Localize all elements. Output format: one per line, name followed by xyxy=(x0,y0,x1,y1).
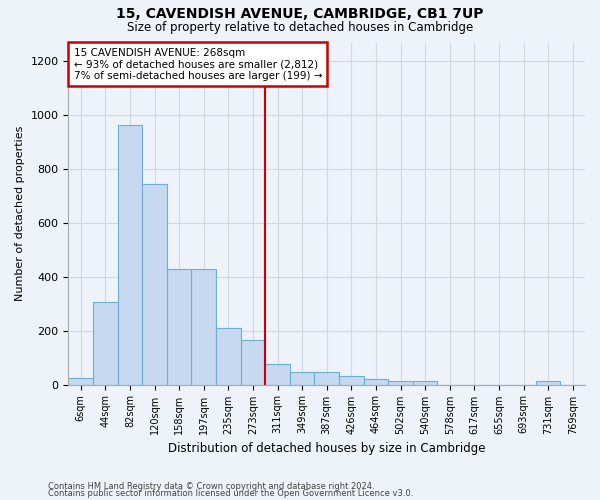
Bar xyxy=(413,382,437,384)
Bar xyxy=(536,382,560,384)
Bar xyxy=(364,379,388,384)
Bar xyxy=(241,340,265,384)
Bar xyxy=(118,124,142,384)
Bar xyxy=(339,376,364,384)
Bar xyxy=(167,269,191,384)
Bar xyxy=(265,364,290,384)
Bar xyxy=(216,328,241,384)
Bar xyxy=(290,372,314,384)
Y-axis label: Number of detached properties: Number of detached properties xyxy=(15,126,25,301)
Text: Size of property relative to detached houses in Cambridge: Size of property relative to detached ho… xyxy=(127,21,473,34)
Text: 15 CAVENDISH AVENUE: 268sqm
← 93% of detached houses are smaller (2,812)
7% of s: 15 CAVENDISH AVENUE: 268sqm ← 93% of det… xyxy=(74,48,322,81)
Text: 15, CAVENDISH AVENUE, CAMBRIDGE, CB1 7UP: 15, CAVENDISH AVENUE, CAMBRIDGE, CB1 7UP xyxy=(116,8,484,22)
Text: Contains HM Land Registry data © Crown copyright and database right 2024.: Contains HM Land Registry data © Crown c… xyxy=(48,482,374,491)
Bar xyxy=(93,302,118,384)
Bar xyxy=(191,269,216,384)
Bar xyxy=(68,378,93,384)
Bar xyxy=(388,382,413,384)
X-axis label: Distribution of detached houses by size in Cambridge: Distribution of detached houses by size … xyxy=(168,442,485,455)
Bar xyxy=(314,372,339,384)
Text: Contains public sector information licensed under the Open Government Licence v3: Contains public sector information licen… xyxy=(48,490,413,498)
Bar xyxy=(142,184,167,384)
